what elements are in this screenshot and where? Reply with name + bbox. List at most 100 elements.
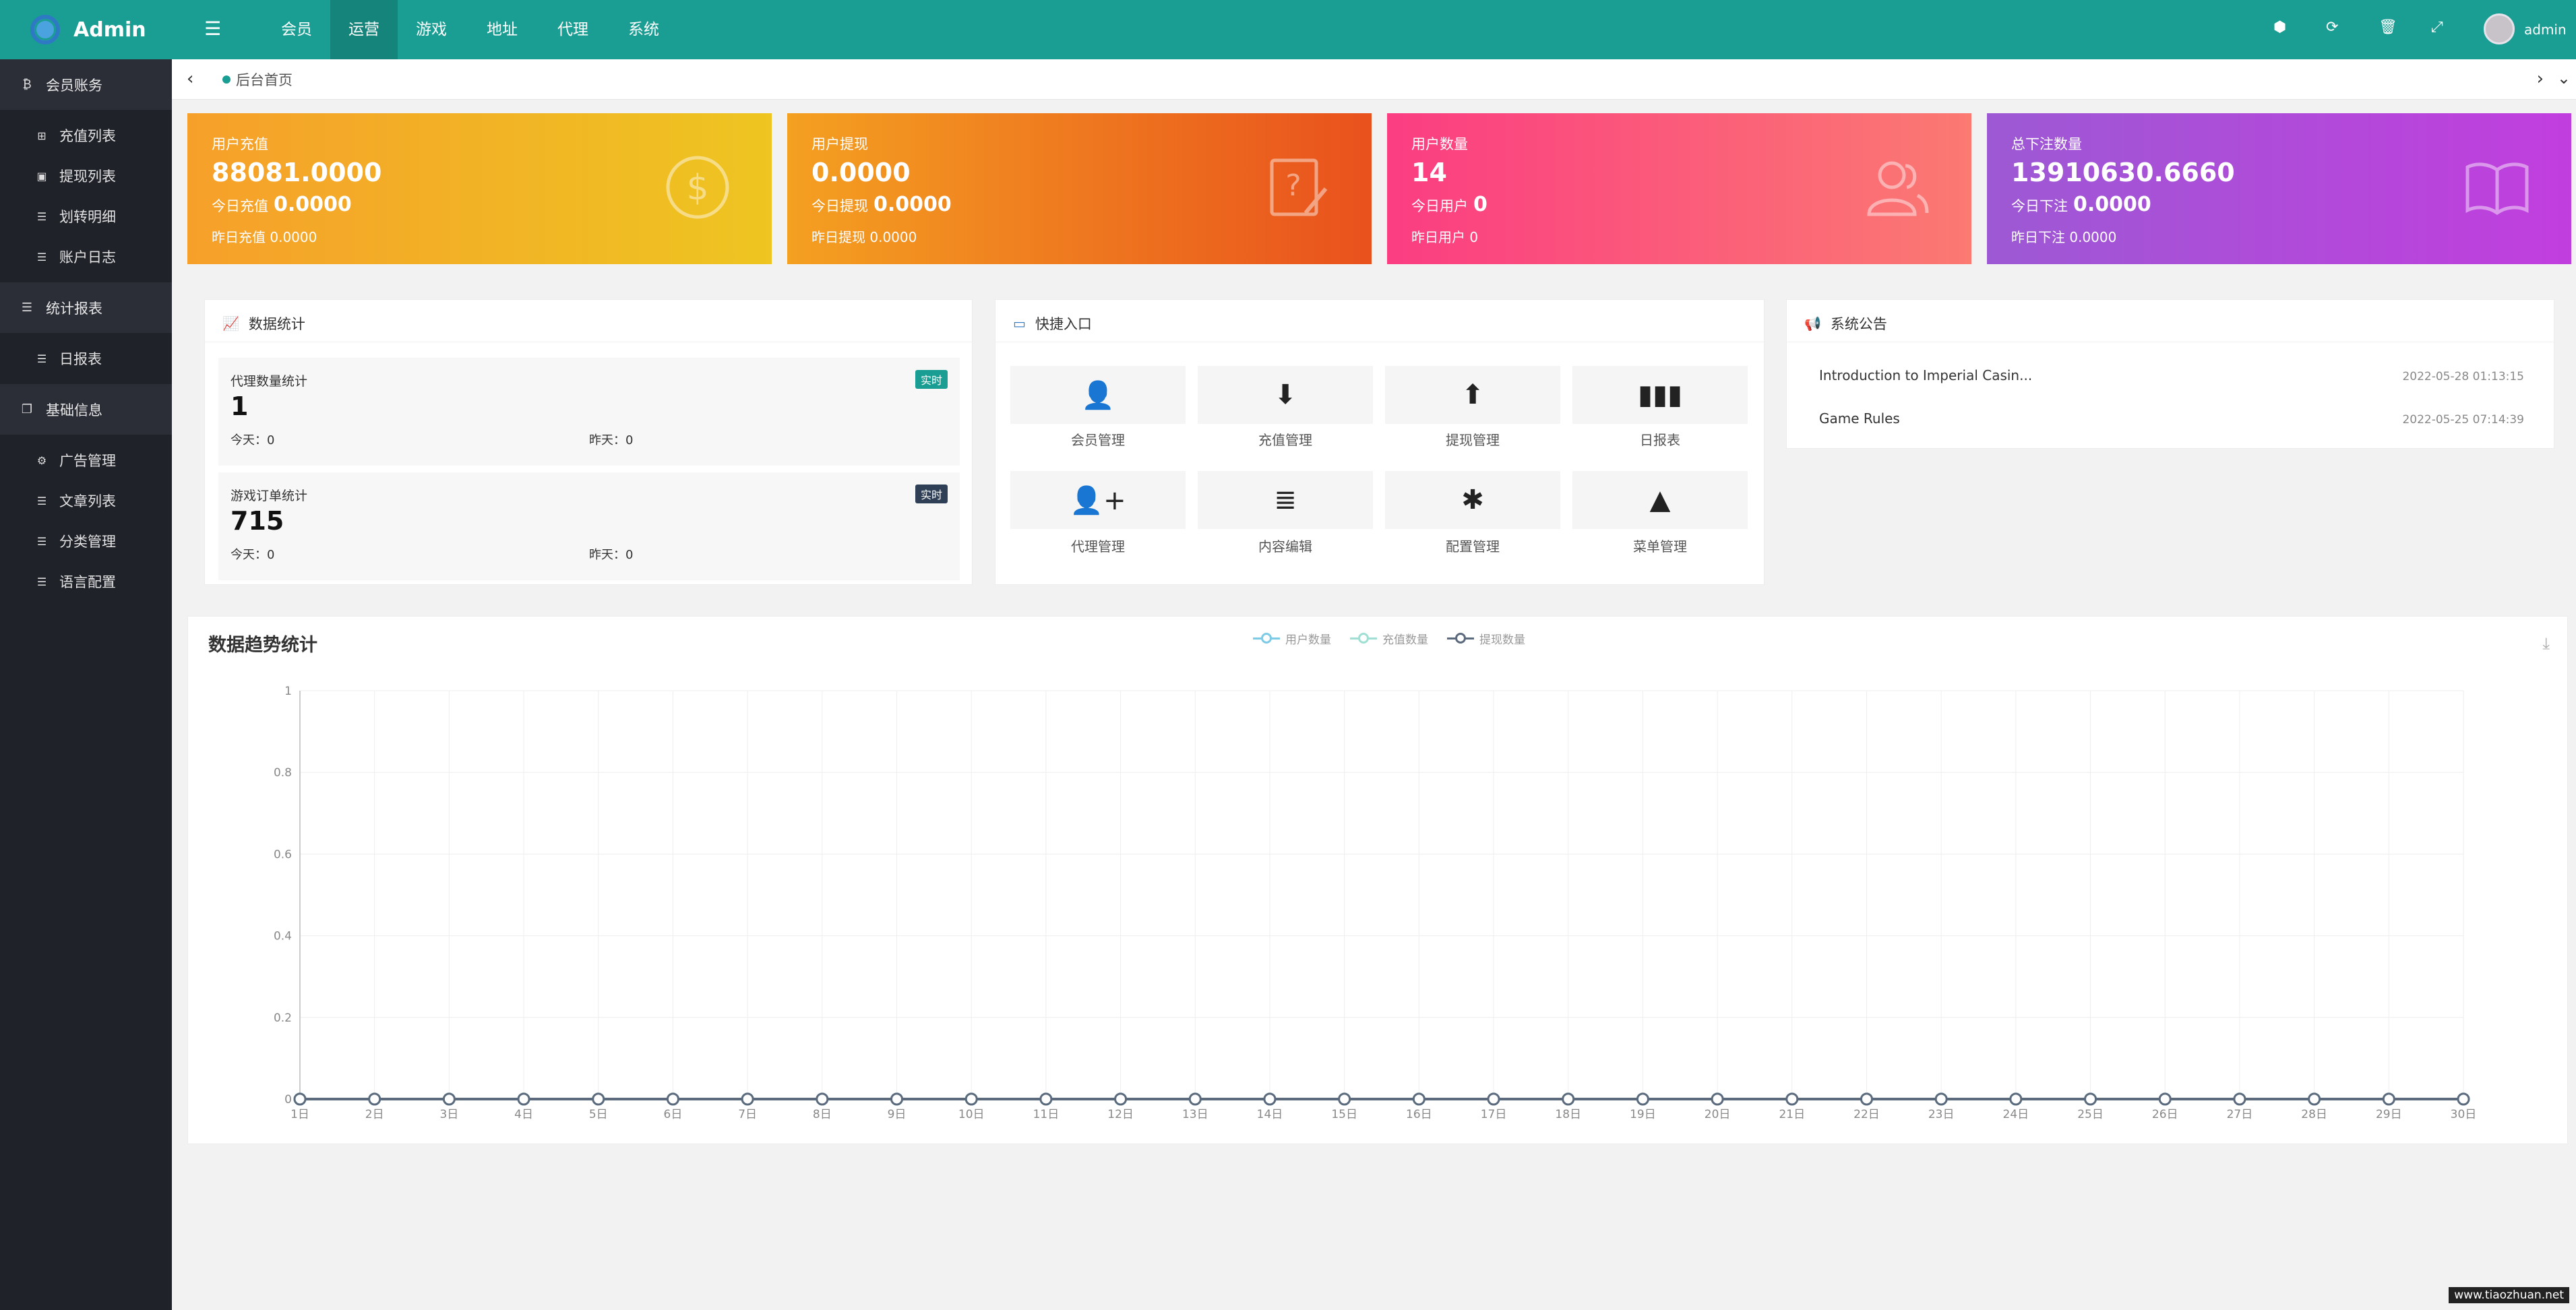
quick-recharge-manage[interactable]: ⬇ (1198, 366, 1373, 424)
sidebar-item-category-manage[interactable]: ☰ 分类管理 (0, 521, 172, 561)
data-point (1934, 1092, 1948, 1106)
nav-member[interactable]: 会员 (281, 21, 312, 38)
panel-data-stats: 📈 数据统计 代理数量统计 实时 1 今天：0 昨天：0 游戏订单统计 实时 71… (204, 299, 973, 585)
sidebar-item-label: 分类管理 (59, 534, 116, 550)
username[interactable]: admin (2524, 22, 2567, 38)
y-tick-label: 0.2 (274, 1011, 292, 1025)
data-point (1860, 1092, 1873, 1106)
card-today-value: 0 (1473, 193, 1488, 216)
data-point (1487, 1092, 1500, 1106)
sidebar-item-account-log[interactable]: ☰ 账户日志 (0, 237, 172, 277)
nav-game[interactable]: 游戏 (416, 21, 447, 38)
quick-label[interactable]: 菜单管理 (1633, 538, 1687, 555)
sidebar-item-ad-manage[interactable]: ⚙ 广告管理 (0, 440, 172, 480)
list-icon: ☰ (36, 250, 47, 263)
legend-user-count[interactable]: 用户数量 (1253, 630, 1331, 647)
sidebar-item-label: 提现列表 (59, 168, 116, 185)
quick-label[interactable]: 日报表 (1640, 432, 1680, 448)
nav-address[interactable]: 地址 (487, 21, 518, 38)
panel-title: ▭ 快捷入口 (1013, 313, 1092, 334)
card-today: 今日下注 0.0000 (2011, 193, 2151, 216)
card-today-label: 今日下注 (2011, 198, 2068, 214)
active-dot-icon (222, 75, 231, 84)
tree-icon: ▲ (1649, 485, 1671, 516)
quick-member-manage[interactable]: 👤 (1010, 366, 1186, 424)
legend-recharge-count[interactable]: 充值数量 (1350, 630, 1428, 647)
x-tick-label: 23日 (1928, 1108, 1955, 1121)
menu-lines-icon: ≣ (1274, 485, 1297, 516)
avatar[interactable] (2484, 13, 2515, 44)
x-tick-label: 27日 (2227, 1108, 2253, 1121)
stat-value: 1 (231, 392, 249, 421)
chevron-left-icon[interactable]: ‹ (187, 69, 194, 89)
theme-icon[interactable]: ⬢ (2273, 19, 2287, 36)
list-icon: ☰ (36, 575, 47, 588)
quick-menu-manage[interactable]: ▲ (1572, 471, 1748, 529)
sidebar-item-label: 账户日志 (59, 249, 116, 266)
quick-config-manage[interactable]: ✱ (1385, 471, 1560, 529)
sidebar-group-member-finance[interactable]: ₿ 会员账务 (0, 59, 172, 110)
chevron-right-icon[interactable]: › (2536, 69, 2544, 89)
card-value: 88081.0000 (212, 158, 382, 187)
quick-content-edit[interactable]: ≣ (1198, 471, 1373, 529)
sidebar-item-article-list[interactable]: ☰ 文章列表 (0, 480, 172, 521)
sidebar-item-recharge-list[interactable]: ⊞ 充值列表 (0, 115, 172, 156)
download-icon[interactable]: ⤓ (2542, 634, 2550, 653)
x-tick-label: 18日 (1555, 1108, 1581, 1121)
sidebar-item-transfer-detail[interactable]: ☰ 划转明细 (0, 196, 172, 237)
quick-label[interactable]: 充值管理 (1258, 432, 1312, 448)
quick-label[interactable]: 代理管理 (1071, 538, 1125, 555)
x-tick-label: 15日 (1331, 1108, 1357, 1121)
card-today-value: 0.0000 (2073, 193, 2151, 216)
x-tick-label: 12日 (1107, 1108, 1134, 1121)
legend-label: 充值数量 (1382, 633, 1428, 647)
quick-agent-manage[interactable]: 👤+ (1010, 471, 1186, 529)
quick-label[interactable]: 会员管理 (1071, 432, 1125, 448)
card-today: 今日用户 0 (1411, 193, 1488, 216)
x-tick-label: 5日 (589, 1108, 608, 1121)
notice-item[interactable]: Introduction to Imperial Casin... (1819, 367, 2033, 383)
logo-text: Admin (73, 18, 146, 42)
sidebar-group-basic-info[interactable]: ❐ 基础信息 (0, 384, 172, 435)
trash-icon[interactable]: 🗑 (2379, 19, 2397, 36)
tab-home[interactable]: 后台首页 (222, 67, 293, 92)
sidebar-item-language-config[interactable]: ☰ 语言配置 (0, 561, 172, 602)
sidebar-item-withdraw-list[interactable]: ▣ 提现列表 (0, 156, 172, 196)
nav-operation[interactable]: 运营 (330, 0, 398, 59)
legend-withdraw-count[interactable]: 提现数量 (1447, 630, 1525, 647)
data-point (964, 1092, 978, 1106)
panel-title: 📈 数据统计 (222, 313, 305, 334)
bitcoin-icon: ₿ (22, 77, 32, 92)
quick-label[interactable]: 提现管理 (1446, 432, 1500, 448)
stat-game-orders: 游戏订单统计 实时 715 今天：0 昨天：0 (218, 472, 960, 580)
nav-agent[interactable]: 代理 (557, 21, 588, 38)
card-title: 用户数量 (1411, 136, 1468, 152)
sidebar-item-label: 语言配置 (59, 574, 116, 590)
quick-withdraw-manage[interactable]: ⬆ (1385, 366, 1560, 424)
notice-item[interactable]: Game Rules (1819, 410, 1900, 427)
nav-system[interactable]: 系统 (628, 21, 659, 38)
card-user-count: 用户数量 14 今日用户 0 昨日用户 0 (1387, 113, 1971, 264)
card-yesterday: 昨日充值 0.0000 (212, 229, 317, 245)
sidebar-item-daily-report[interactable]: ☰ 日报表 (0, 338, 172, 379)
logo[interactable]: Admin (0, 0, 172, 59)
stat-value: 715 (231, 506, 284, 536)
data-point (1562, 1092, 1575, 1106)
sidebar-group-reports[interactable]: ☰ 统计报表 (0, 282, 172, 333)
refresh-icon[interactable]: ⟳ (2326, 19, 2339, 36)
quick-label[interactable]: 内容编辑 (1258, 538, 1312, 555)
data-point (2382, 1092, 2395, 1106)
data-point (368, 1092, 381, 1106)
x-tick-label: 2日 (365, 1108, 384, 1121)
sidebar: Admin ₿ 会员账务 ⊞ 充值列表 ▣ 提现列表 ☰ 划转明细 ☰ 账户日志 ☰ 统… (0, 0, 172, 1310)
data-point (1188, 1092, 1202, 1106)
y-tick-label: 0.4 (274, 930, 292, 943)
quick-daily-report[interactable]: ▮▮▮ (1572, 366, 1748, 424)
user-plus-icon: 👤+ (1070, 485, 1126, 516)
y-tick-label: 0.6 (274, 848, 292, 861)
fullscreen-icon[interactable]: ⤢ (2431, 19, 2443, 36)
chevron-down-icon[interactable]: ⌄ (2556, 69, 2571, 88)
quick-label[interactable]: 配置管理 (1446, 538, 1500, 555)
x-tick-label: 9日 (888, 1108, 907, 1121)
menu-toggle-icon[interactable]: ☰ (204, 18, 222, 40)
